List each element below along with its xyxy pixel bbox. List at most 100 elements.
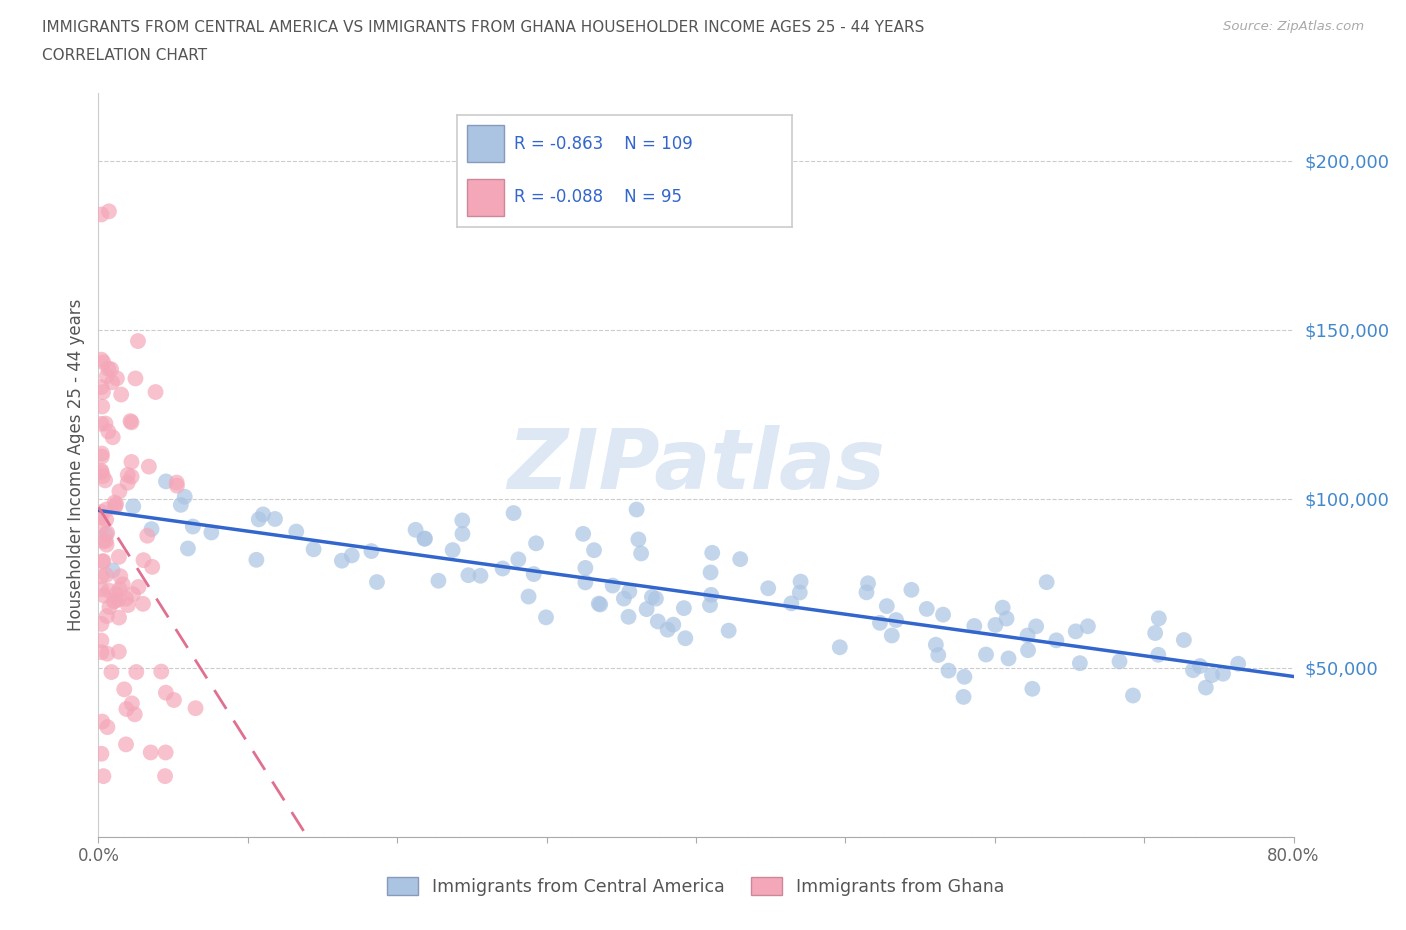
Point [645,591,668,606]
Point [127,579,149,594]
Point [582,543,605,558]
Point [572,526,595,541]
Point [662,618,685,632]
Point [953,670,976,684]
Point [90,352,112,367]
Point [884,613,907,628]
Point [111,577,134,591]
Point [166,475,188,490]
Point [932,607,955,622]
Point [1212,666,1234,681]
Point [728,551,751,566]
Point [717,623,740,638]
Point [1069,656,1091,671]
Point [97,424,120,439]
Point [108,581,131,596]
Point [1035,575,1057,590]
Point [112,682,135,697]
Point [90,446,112,461]
Point [132,596,155,611]
Point [626,502,648,517]
Point [588,596,610,611]
Text: CORRELATION CHART: CORRELATION CHART [42,48,207,63]
Point [470,568,492,583]
Point [120,414,142,429]
Point [264,512,287,526]
Point [869,616,891,631]
Point [155,745,177,760]
Point [108,484,131,498]
Point [181,519,204,534]
Point [627,532,650,547]
Point [252,507,274,522]
Point [91,469,114,484]
Point [1077,618,1099,633]
Point [105,497,128,512]
Point [107,592,129,607]
Point [121,415,143,430]
Point [1173,632,1195,647]
Point [104,495,127,510]
Point [1017,643,1039,658]
Point [952,689,974,704]
Text: IMMIGRANTS FROM CENTRAL AMERICA VS IMMIGRANTS FROM GHANA HOUSEHOLDER INCOME AGES: IMMIGRANTS FROM CENTRAL AMERICA VS IMMIG… [42,20,925,35]
Point [245,552,267,567]
Point [534,610,557,625]
Point [457,568,479,583]
Point [97,204,120,219]
Point [702,545,724,560]
Point [184,701,207,716]
Point [125,665,148,680]
Point [117,468,139,483]
Point [138,459,160,474]
Point [91,355,114,370]
Point [90,569,112,584]
Point [121,469,143,484]
Point [900,582,922,597]
Point [636,602,658,617]
Point [93,588,115,603]
Point [200,525,222,540]
Point [491,561,513,576]
Point [121,696,143,711]
Point [141,560,163,575]
Point [115,737,138,751]
Point [100,665,122,680]
Point [96,646,118,661]
Point [103,594,125,609]
Point [1227,657,1250,671]
Point [96,538,118,552]
Point [105,371,128,386]
Point [880,628,903,643]
Point [108,610,131,625]
Point [153,769,176,784]
Point [1201,668,1223,683]
Point [828,640,851,655]
Point [938,663,960,678]
Point [173,489,195,504]
Point [97,361,120,376]
Point [117,475,139,490]
Point [647,614,669,629]
Point [789,585,811,600]
Point [984,618,1007,632]
Point [876,599,898,614]
Point [90,617,112,631]
Point [90,582,112,597]
Point [524,536,547,551]
Point [700,588,723,603]
Y-axis label: Householder Income Ages 25 - 44 years: Householder Income Ages 25 - 44 years [66,299,84,631]
Point [98,600,121,615]
Point [927,647,949,662]
Point [915,602,938,617]
Point [366,575,388,590]
Point [115,701,138,716]
Point [360,544,382,559]
Point [115,591,138,606]
Point [574,575,596,590]
Point [502,506,524,521]
Text: ZIPatlas: ZIPatlas [508,424,884,506]
Point [104,499,127,514]
Point [122,587,145,602]
Point [127,334,149,349]
